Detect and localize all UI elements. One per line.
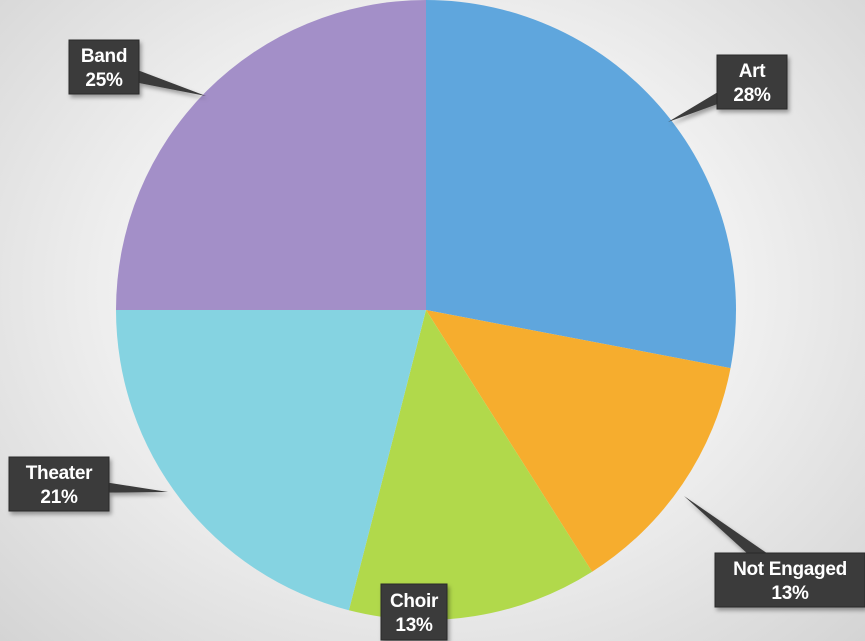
label-category-band: Band bbox=[81, 46, 127, 67]
pie-slice-band[interactable] bbox=[116, 0, 426, 310]
callout-box-choir bbox=[380, 583, 448, 641]
pie-slice-choir[interactable] bbox=[348, 310, 593, 620]
data-labels: Art 28% Not Engaged 13% Choir 13% Theater 21% Ba… bbox=[8, 39, 865, 641]
pie-slices bbox=[116, 0, 736, 620]
label-category-theater: Theater bbox=[26, 463, 93, 484]
pie-slice-art[interactable] bbox=[426, 0, 736, 369]
callout-theater bbox=[8, 456, 169, 512]
callout-box-theater bbox=[8, 456, 110, 512]
label-category-art: Art bbox=[739, 61, 767, 82]
label-percent-theater: 21% bbox=[40, 487, 78, 508]
callout-art bbox=[668, 54, 788, 122]
callout-choir bbox=[380, 583, 448, 641]
label-percent-not-engaged: 13% bbox=[771, 583, 809, 604]
label-percent-art: 28% bbox=[733, 85, 771, 106]
callout-box-not-engaged bbox=[714, 552, 865, 608]
pie-slice-theater[interactable] bbox=[116, 310, 426, 611]
label-category-not-engaged: Not Engaged bbox=[733, 559, 847, 580]
callout-band bbox=[68, 39, 206, 96]
label-category-choir: Choir bbox=[390, 591, 439, 612]
label-percent-choir: 13% bbox=[395, 615, 433, 636]
callout-box-art bbox=[716, 54, 788, 110]
label-percent-band: 25% bbox=[85, 70, 123, 91]
callout-not-engaged bbox=[684, 496, 865, 608]
callout-box-band bbox=[68, 39, 140, 95]
pie-slice-not-engaged[interactable] bbox=[426, 310, 731, 572]
